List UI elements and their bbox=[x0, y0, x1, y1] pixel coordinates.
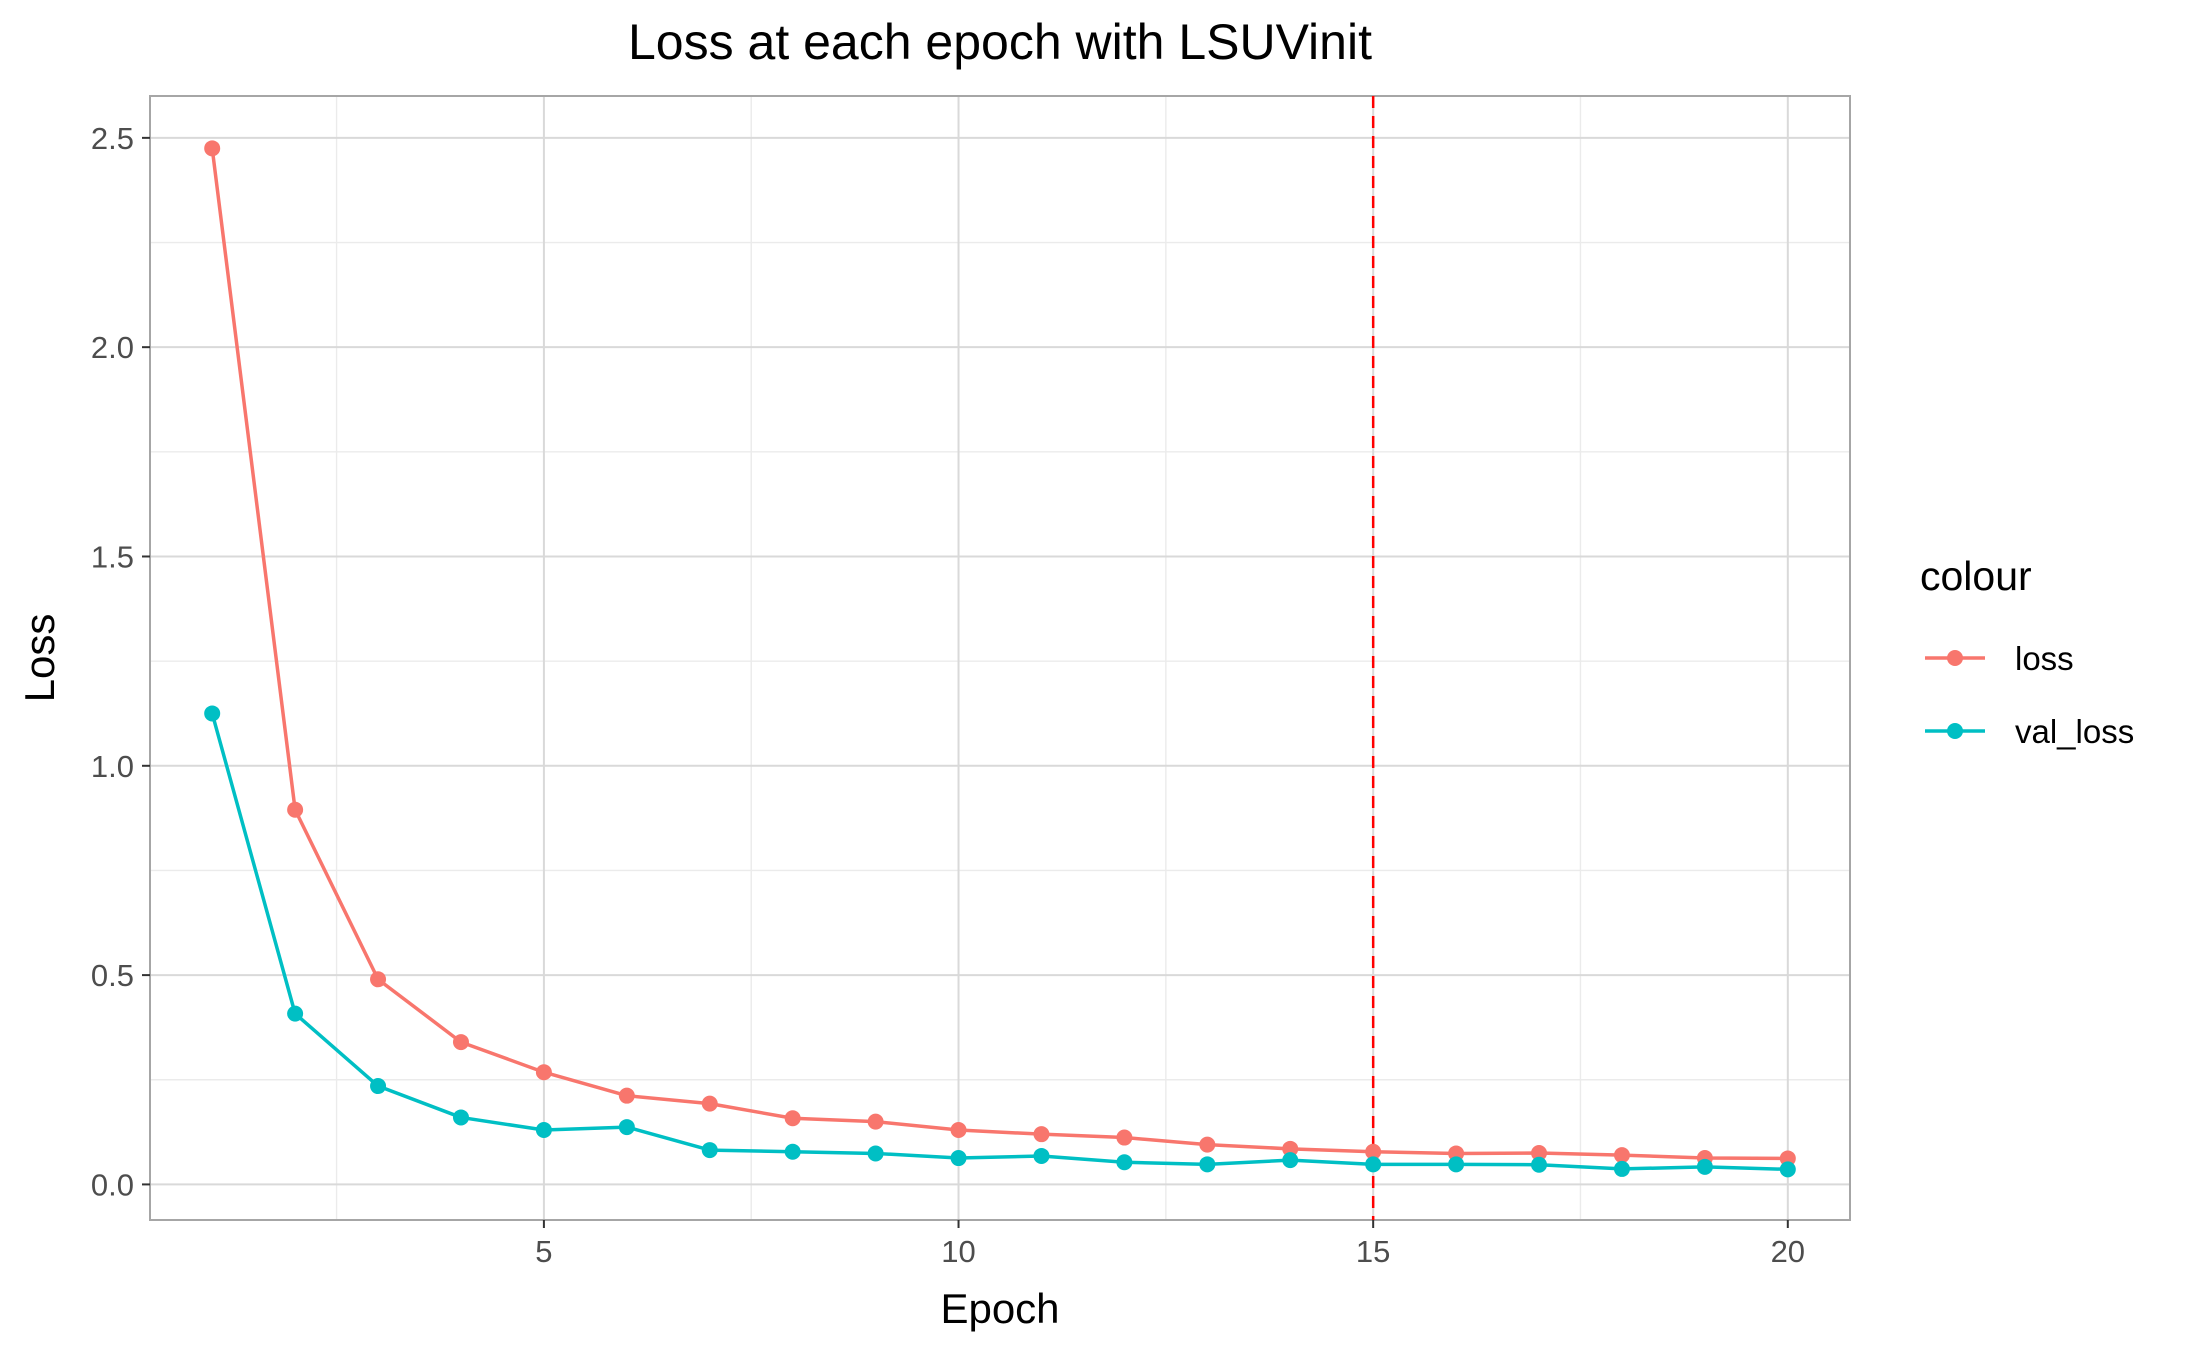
legend-key-point bbox=[1947, 650, 1963, 666]
data-point-loss bbox=[784, 1110, 801, 1127]
legend-item-val_loss: val_loss bbox=[1925, 713, 2134, 750]
data-point-val_loss bbox=[1779, 1161, 1796, 1178]
y-axis-title: Loss bbox=[16, 614, 63, 703]
y-tick-label: 0.0 bbox=[91, 1167, 134, 1202]
data-point-val_loss bbox=[370, 1078, 387, 1095]
x-tick-label: 10 bbox=[941, 1234, 975, 1269]
data-point-val_loss bbox=[1613, 1160, 1630, 1177]
series-val_loss bbox=[204, 705, 1796, 1178]
panel-border bbox=[149, 95, 1851, 1221]
legend-title: colour bbox=[1920, 553, 2032, 599]
data-point-val_loss bbox=[784, 1143, 801, 1160]
data-point-val_loss bbox=[1033, 1147, 1050, 1164]
data-point-val_loss bbox=[1696, 1158, 1713, 1175]
data-point-loss bbox=[452, 1034, 469, 1051]
data-point-loss bbox=[950, 1121, 967, 1138]
y-tick-label: 1.0 bbox=[91, 749, 134, 784]
data-point-loss bbox=[618, 1087, 635, 1104]
data-point-val_loss bbox=[1282, 1152, 1299, 1169]
legend-item-loss: loss bbox=[1925, 640, 2074, 677]
series-group bbox=[204, 140, 1796, 1178]
chart-title: Loss at each epoch with LSUVinit bbox=[628, 14, 1372, 70]
x-tick-label: 15 bbox=[1356, 1234, 1390, 1269]
data-point-loss bbox=[1613, 1147, 1630, 1164]
data-point-loss bbox=[1199, 1136, 1216, 1153]
data-point-loss bbox=[1116, 1129, 1133, 1146]
data-point-val_loss bbox=[950, 1150, 967, 1167]
data-point-loss bbox=[287, 801, 304, 818]
legend-key-point bbox=[1947, 723, 1963, 739]
y-axis-ticks: 0.0 0.5 1.0 1.5 2.0 2.5 bbox=[91, 121, 150, 1202]
x-axis-title: Epoch bbox=[940, 1285, 1059, 1332]
grid bbox=[150, 96, 1850, 1220]
data-point-val_loss bbox=[1116, 1154, 1133, 1171]
legend-label: loss bbox=[2015, 640, 2074, 677]
data-point-loss bbox=[1282, 1140, 1299, 1157]
data-point-val_loss bbox=[204, 705, 221, 722]
series-loss bbox=[204, 140, 1796, 1167]
x-tick-label: 20 bbox=[1771, 1234, 1805, 1269]
legend-label: val_loss bbox=[2015, 713, 2134, 750]
data-point-loss bbox=[535, 1064, 552, 1081]
series-line-loss bbox=[210, 148, 1788, 1161]
series-line-val_loss bbox=[210, 713, 1788, 1172]
data-point-loss bbox=[1531, 1145, 1548, 1162]
x-axis-ticks: 5 10 15 20 bbox=[535, 1220, 1805, 1269]
data-point-loss bbox=[701, 1095, 718, 1112]
data-point-val_loss bbox=[701, 1142, 718, 1159]
data-point-loss bbox=[370, 971, 387, 988]
x-tick-label: 5 bbox=[535, 1234, 552, 1269]
legend: colour loss val_loss bbox=[1920, 553, 2134, 750]
data-point-val_loss bbox=[1448, 1156, 1465, 1173]
data-point-val_loss bbox=[867, 1145, 884, 1162]
data-point-val_loss bbox=[452, 1109, 469, 1126]
data-point-val_loss bbox=[618, 1119, 635, 1136]
data-point-val_loss bbox=[1199, 1156, 1216, 1173]
data-point-loss bbox=[1033, 1126, 1050, 1143]
data-point-loss bbox=[204, 140, 221, 157]
y-tick-label: 2.5 bbox=[91, 121, 134, 156]
data-point-loss bbox=[1365, 1143, 1382, 1160]
data-point-val_loss bbox=[535, 1121, 552, 1138]
y-tick-label: 0.5 bbox=[91, 958, 134, 993]
data-point-val_loss bbox=[1365, 1156, 1382, 1173]
data-point-val_loss bbox=[287, 1005, 304, 1022]
data-point-val_loss bbox=[1531, 1156, 1548, 1173]
y-tick-label: 2.0 bbox=[91, 330, 134, 365]
y-tick-label: 1.5 bbox=[91, 539, 134, 574]
data-point-loss bbox=[867, 1113, 884, 1130]
